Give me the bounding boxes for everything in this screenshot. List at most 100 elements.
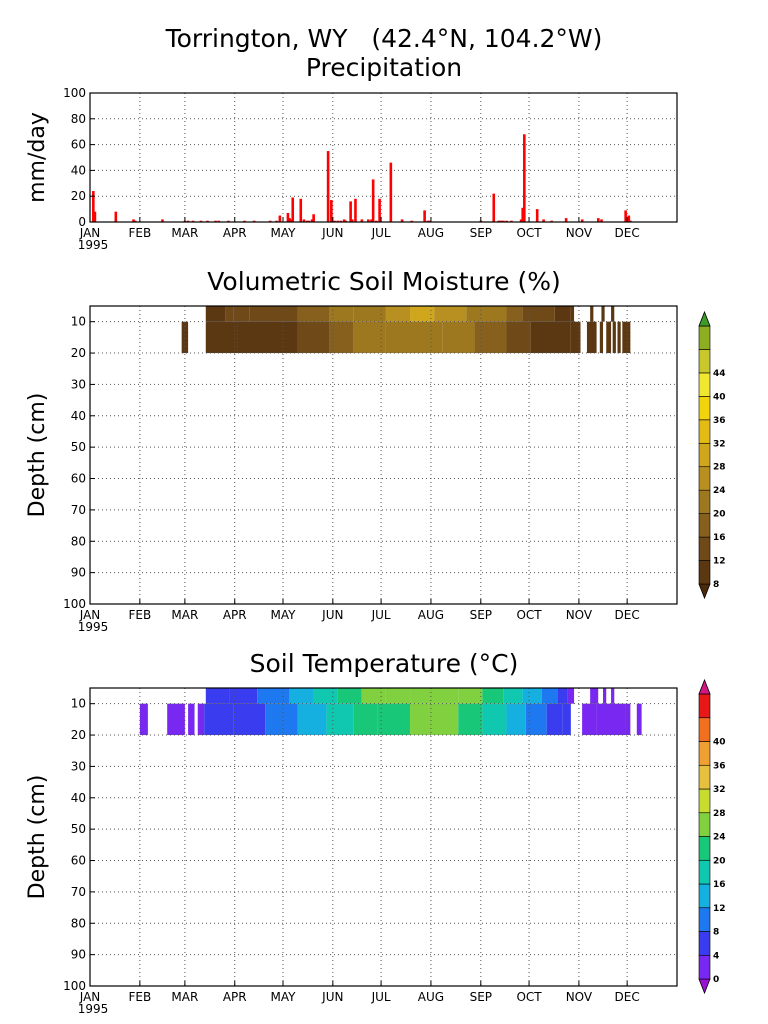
precip-bar [214,220,217,222]
precip-bar [291,197,295,222]
heatmap-cell [596,703,626,736]
x-tick-label: AUG [418,608,444,622]
precip-bar [564,218,568,222]
heatmap-cell [361,688,386,704]
colorbar-swatch [698,560,711,585]
precip-bar [371,179,375,222]
y-tick-label: 40 [71,791,86,805]
heatmap-cell [237,321,298,354]
x-tick-label: JAN [79,990,101,1004]
y-tick-label: 50 [71,440,86,454]
heatmap-cell [474,321,507,354]
heatmap-cell [326,703,354,736]
precipitation-title: Precipitation [306,53,462,82]
colorbar-tip-low [698,583,711,600]
precip-bar [535,209,539,222]
x-tick-label: MAY [271,226,297,240]
heatmap-cell [506,703,526,736]
precip-bar [498,220,502,222]
heatmap-cell [353,703,378,736]
heatmap-cell [554,306,571,322]
colorbar-swatch [698,325,711,350]
colorbar-swatch [698,466,711,491]
colorbar-label: 0 [713,975,719,985]
heatmap-cell [522,688,542,704]
colorbar-swatch [698,907,711,932]
colorbar-label: 8 [713,580,719,590]
heatmap-cell [329,306,354,322]
x-tick-label: JAN [79,226,101,240]
heatmap-cell [233,703,266,736]
colorbar-label: 32 [713,439,726,449]
precip-bar [252,220,256,222]
x-tick-label: NOV [566,226,593,240]
colorbar-swatch [698,489,711,514]
heatmap-cell [410,306,435,322]
precip-bar [426,220,430,222]
precip-bar [410,220,414,222]
colorbar-tip-high [698,310,711,327]
precip-bar [354,198,357,222]
heatmap-cell [506,306,523,322]
precip-bar [299,198,303,222]
precip-bar [336,220,340,222]
y-axis-title: Depth (cm) [25,775,50,900]
y-axis-title: mm/day [25,112,50,203]
precip-bar [521,207,525,222]
x-tick-label: SEP [470,226,492,240]
heatmap-cell [229,688,258,704]
precip-bar [307,220,311,222]
colorbar-swatch [698,764,711,790]
precip-bar [333,220,336,222]
heatmap-cell [353,306,386,322]
heatmap-cell [410,703,459,736]
colorbar-label: 12 [713,557,726,567]
precip-bar [302,219,306,222]
heatmap-cell [586,321,597,354]
precip-bar [275,220,278,222]
precipitation-bars [92,134,632,222]
heatmap-cell [611,688,615,704]
heatmap-cell [636,703,642,736]
heatmap-cell [541,688,558,704]
heatmap-cell [546,703,563,736]
x-tick-label: FEB [128,990,151,1004]
y-tick-label: 100 [63,86,86,100]
x-tick-label: NOV [566,990,593,1004]
heatmap-cell [257,688,290,704]
colorbar-label: 36 [713,761,726,771]
x-tick-label: APR [223,226,247,240]
precip-bar [492,193,496,222]
y-tick-label: 10 [71,315,86,329]
precip-bar [227,220,230,222]
heatmap-cell [562,703,571,736]
y-tick-label: 80 [71,534,86,548]
x-tick-label: OCT [516,608,542,622]
precip-bar [375,220,378,222]
y-tick-label: 40 [71,163,86,177]
heatmap-cell [617,321,621,354]
heatmap-cell [530,321,571,354]
precip-bar [523,134,526,222]
heatmap-cell [601,306,605,322]
colorbar-label: 36 [713,416,726,426]
colorbar-swatch [698,349,711,374]
x-tick-label: SEP [470,608,492,622]
x-tick-label: MAR [171,608,198,622]
colorbar-label: 12 [713,904,726,914]
x-tick-label: JAN [79,608,101,622]
colorbar-swatch [698,812,711,837]
x-tick-label: JUN [321,226,343,240]
y-tick-label: 60 [71,472,86,486]
heatmap-cell [599,321,604,354]
x-tick-label: APR [223,608,247,622]
precip-bar [268,220,272,222]
heatmap-cell [385,306,411,322]
x-tick-label: MAY [271,608,297,622]
colorbar-label: 16 [713,880,726,890]
heatmap-cell [458,703,483,736]
precip-bar [378,198,381,222]
colorbar-label: 32 [713,785,726,795]
x-tick-label: SEP [470,990,492,1004]
precip-bar [330,200,333,222]
